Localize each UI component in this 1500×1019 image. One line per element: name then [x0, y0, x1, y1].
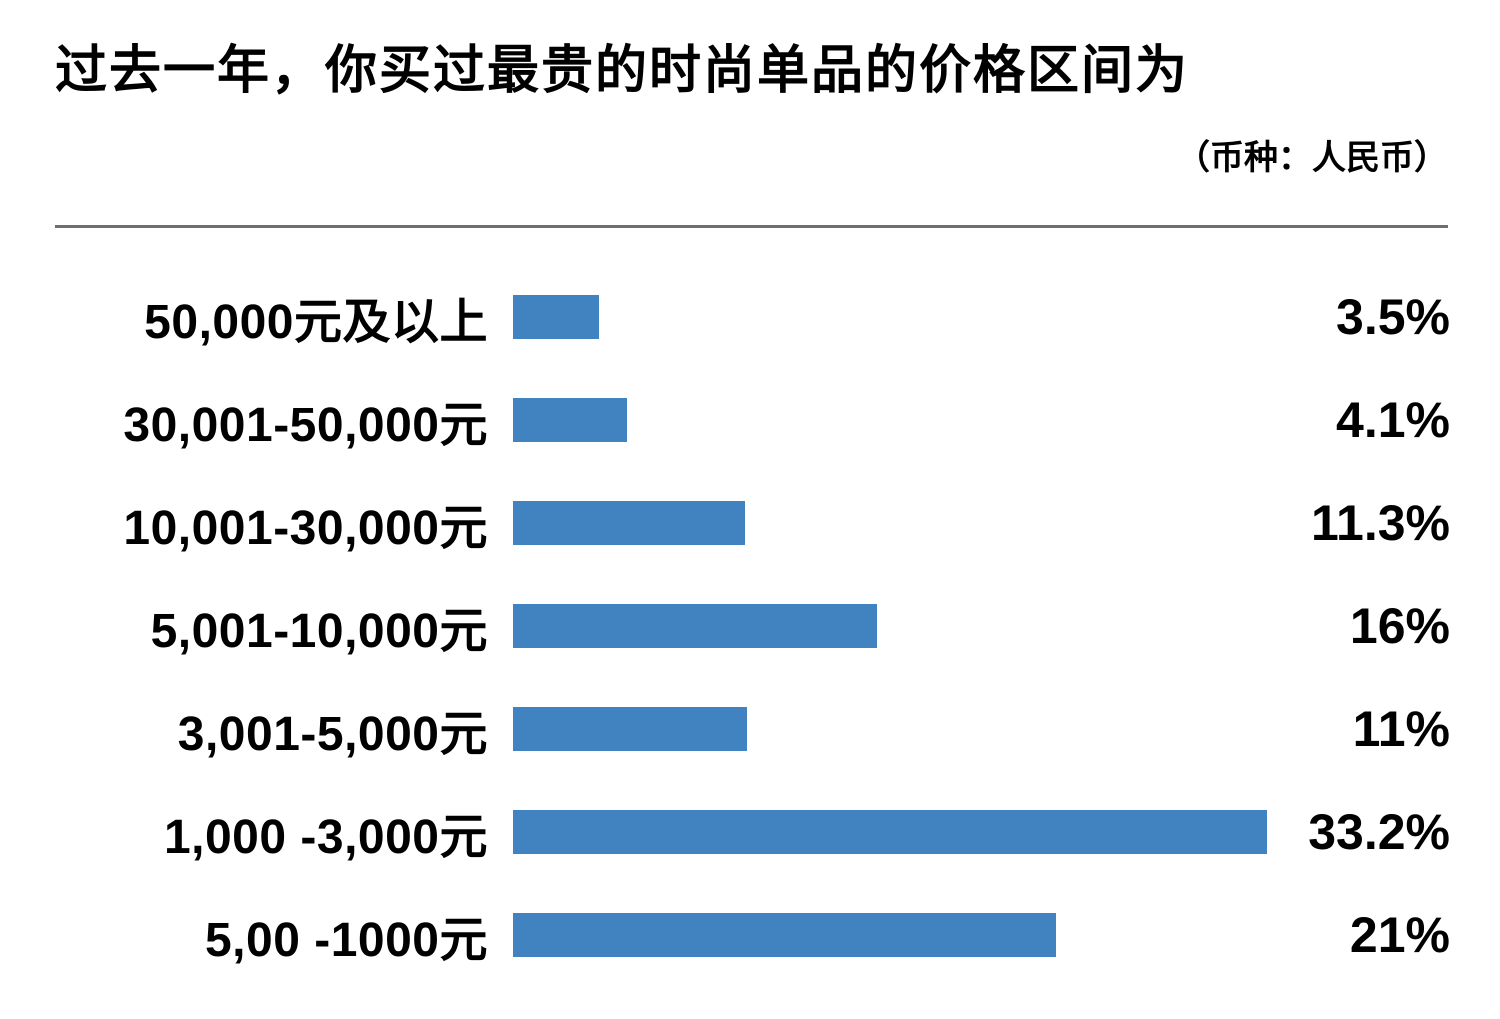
chart-row: 1,000 -3,000元 33.2%: [0, 780, 1500, 883]
category-label: 5,001-10,000元: [150, 604, 488, 658]
bar: [513, 294, 599, 339]
value-label: 3.5%: [1336, 288, 1450, 345]
value-label: 16%: [1349, 597, 1450, 654]
bar: [513, 397, 627, 442]
category-label: 1,000 -3,000元: [163, 810, 488, 864]
value-label: 11%: [1352, 700, 1450, 757]
currency-note: （币种：人民币）: [1176, 139, 1448, 178]
chart-title: 过去一年，你买过最贵的时尚单品的价格区间为: [55, 42, 1190, 100]
bar: [513, 706, 747, 751]
bar: [513, 500, 745, 545]
chart-row: 5,00 -1000元 21%: [0, 883, 1500, 986]
bar-track: [488, 500, 1500, 545]
bar: [513, 912, 1056, 957]
bar-track: [488, 397, 1500, 442]
bar-track: [488, 809, 1500, 854]
chart-row: 3,001-5,000元 11%: [0, 677, 1500, 780]
bar-track: [488, 603, 1500, 648]
bar: [513, 603, 877, 648]
value-label: 21%: [1349, 906, 1450, 963]
category-label: 3,001-5,000元: [177, 707, 488, 761]
bar: [513, 809, 1267, 854]
value-label: 33.2%: [1308, 803, 1450, 860]
divider-line: [55, 225, 1448, 229]
chart-row: 30,001-50,000元 4.1%: [0, 368, 1500, 471]
value-label: 11.3%: [1310, 494, 1450, 551]
chart-row: 5,001-10,000元 16%: [0, 574, 1500, 677]
category-label: 5,00 -1000元: [204, 913, 488, 967]
bar-track: [488, 912, 1500, 957]
value-label: 4.1%: [1336, 391, 1450, 448]
chart-row: 10,001-30,000元 11.3%: [0, 471, 1500, 574]
bar-track: [488, 706, 1500, 751]
category-label: 10,001-30,000元: [123, 501, 488, 555]
chart-row: 50,000元及以上 3.5%: [0, 265, 1500, 368]
bar-track: [488, 294, 1500, 339]
category-label: 30,001-50,000元: [123, 398, 488, 452]
category-label: 50,000元及以上: [144, 295, 488, 349]
bar-chart: 50,000元及以上 3.5% 30,001-50,000元 4.1% 10,0…: [0, 265, 1500, 986]
